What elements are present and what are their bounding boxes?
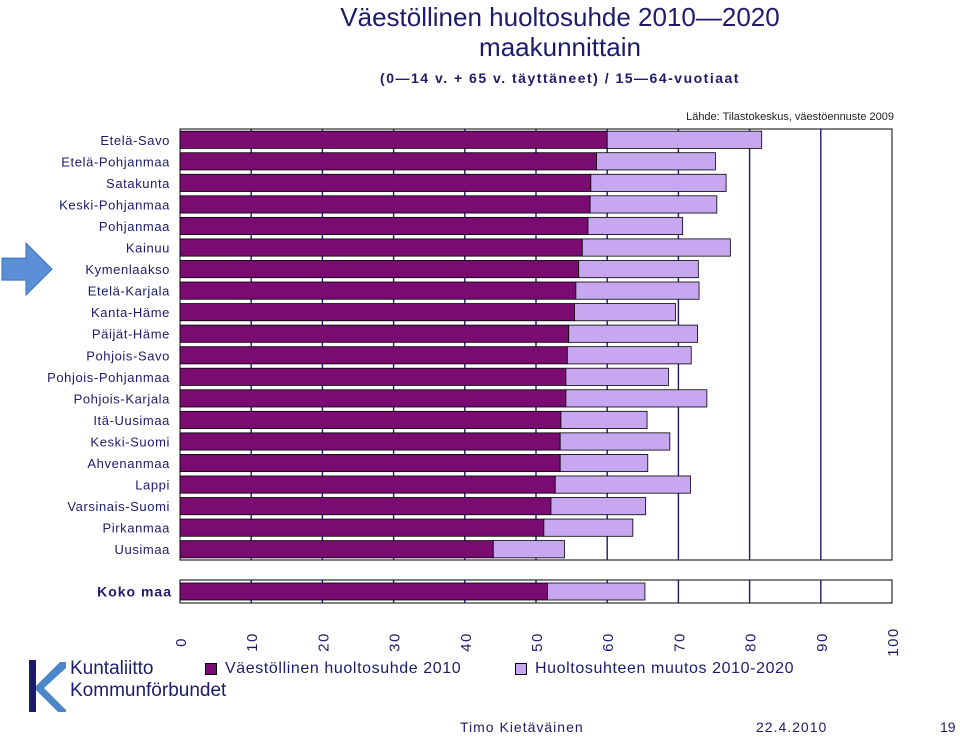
logo-text-line1: Kuntaliitto	[70, 658, 154, 679]
bar-change	[575, 281, 700, 300]
kuntaliitto-logo: Kuntaliitto Kommunförbundet	[26, 658, 276, 718]
bar-base	[179, 216, 589, 235]
x-tick-label: 10	[244, 632, 261, 652]
bar-change	[565, 389, 708, 408]
highlight-arrow-icon	[1, 241, 53, 297]
bar-base	[179, 518, 545, 537]
bar-base	[179, 454, 561, 473]
legend-label-change: Huoltosuhteen muutos 2010-2020	[535, 660, 795, 677]
bar-change	[596, 152, 716, 171]
y-category-label: Pohjois-Savo	[86, 348, 170, 363]
bar-base	[179, 389, 567, 408]
bar-change	[590, 173, 727, 192]
bar-change	[566, 346, 692, 365]
bar-change	[574, 303, 676, 322]
bar-base	[179, 324, 570, 343]
bar-base	[179, 432, 561, 451]
y-category-label: Varsinais-Suomi	[67, 499, 170, 514]
bar-base	[179, 281, 577, 300]
bar-change	[554, 475, 691, 494]
footer-author: Timo Kietäväinen	[460, 719, 584, 735]
y-category-label: Itä-Uusimaa	[93, 413, 170, 428]
x-tick-label: 50	[529, 632, 546, 652]
bar-change	[550, 497, 647, 516]
page-number: 19	[940, 719, 956, 735]
x-tick-label: 60	[600, 632, 617, 652]
bar-change	[581, 238, 731, 257]
x-tick-label: 30	[387, 632, 404, 652]
y-category-label: Pohjanmaa	[99, 219, 170, 234]
bar-base	[179, 475, 556, 494]
x-tick-label: 100	[885, 627, 902, 657]
bar-change	[568, 324, 699, 343]
bar-change	[589, 195, 718, 214]
bar-change	[565, 367, 669, 386]
bar-change	[587, 216, 684, 235]
bar-change	[543, 518, 634, 537]
bar-base	[179, 152, 597, 171]
logo-text-line2: Kommunförbundet	[70, 680, 227, 701]
y-category-label: Päijät-Häme	[92, 327, 170, 342]
bar-base	[179, 260, 580, 279]
x-tick-label: 0	[173, 637, 190, 647]
bar-change	[559, 432, 671, 451]
bar-base	[179, 497, 552, 516]
bar-change	[559, 454, 649, 473]
bar-base	[179, 410, 562, 429]
bar-change	[492, 540, 565, 559]
chart-subtitle: (0—14 v. + 65 v. täyttäneet) / 15—64-vuo…	[380, 70, 740, 86]
x-tick-label: 20	[315, 632, 332, 652]
x-tick-label: 40	[458, 632, 475, 652]
y-category-label: Keski-Suomi	[90, 434, 170, 449]
y-category-label: Etelä-Pohjanmaa	[61, 154, 170, 169]
chart-title-line2: maakunnittain	[479, 32, 641, 62]
bar-base	[179, 540, 494, 559]
bar-base	[179, 238, 583, 257]
y-category-label: Etelä-Karjala	[88, 284, 170, 299]
y-category-label: Kymenlaakso	[85, 262, 170, 277]
y-category-label: Pirkanmaa	[102, 521, 170, 536]
bar-base-total	[179, 582, 548, 601]
bar-base	[179, 303, 575, 322]
y-category-label: Satakunta	[106, 176, 170, 191]
bar-change	[606, 130, 763, 149]
bar-base	[179, 346, 568, 365]
bar-base	[179, 130, 608, 149]
y-category-label: Lappi	[135, 478, 170, 493]
bar-base	[179, 173, 592, 192]
bar-base	[179, 195, 591, 214]
y-category-label: Keski-Pohjanmaa	[59, 197, 170, 212]
source-note: Lähde: Tilastokeskus, väestöennuste 2009	[686, 111, 894, 123]
logo-mark-icon	[29, 660, 66, 712]
y-category-label: Etelä-Savo	[100, 133, 170, 148]
y-category-label: Pohjois-Pohjanmaa	[47, 370, 170, 385]
legend-swatch-change	[515, 662, 527, 675]
bar-change	[560, 410, 648, 429]
x-tick-label: 90	[814, 632, 831, 652]
bar-change-total	[546, 582, 646, 601]
legend-swatch-base	[205, 662, 217, 675]
footer-date: 22.4.2010	[756, 719, 828, 735]
bar-change	[578, 260, 699, 279]
legend-item-change: Huoltosuhteen muutos 2010-2020	[515, 660, 794, 678]
legend-item-base: Väestöllinen huoltosuhde 2010	[205, 660, 461, 678]
chart-title-line1: Väestöllinen huoltosuhde 2010—2020	[340, 2, 780, 32]
y-category-label: Kanta-Häme	[91, 305, 170, 320]
x-tick-label: 80	[743, 632, 760, 652]
y-category-label: Pohjois-Karjala	[74, 391, 171, 406]
y-category-label: Kainuu	[126, 241, 170, 256]
total-category-label: Koko maa	[97, 584, 172, 600]
y-category-label: Ahvenanmaa	[87, 456, 170, 471]
x-tick-label: 70	[671, 632, 688, 652]
y-category-label: Uusimaa	[115, 542, 171, 557]
legend-label-base: Väestöllinen huoltosuhde 2010	[225, 660, 462, 677]
bar-base	[179, 367, 567, 386]
